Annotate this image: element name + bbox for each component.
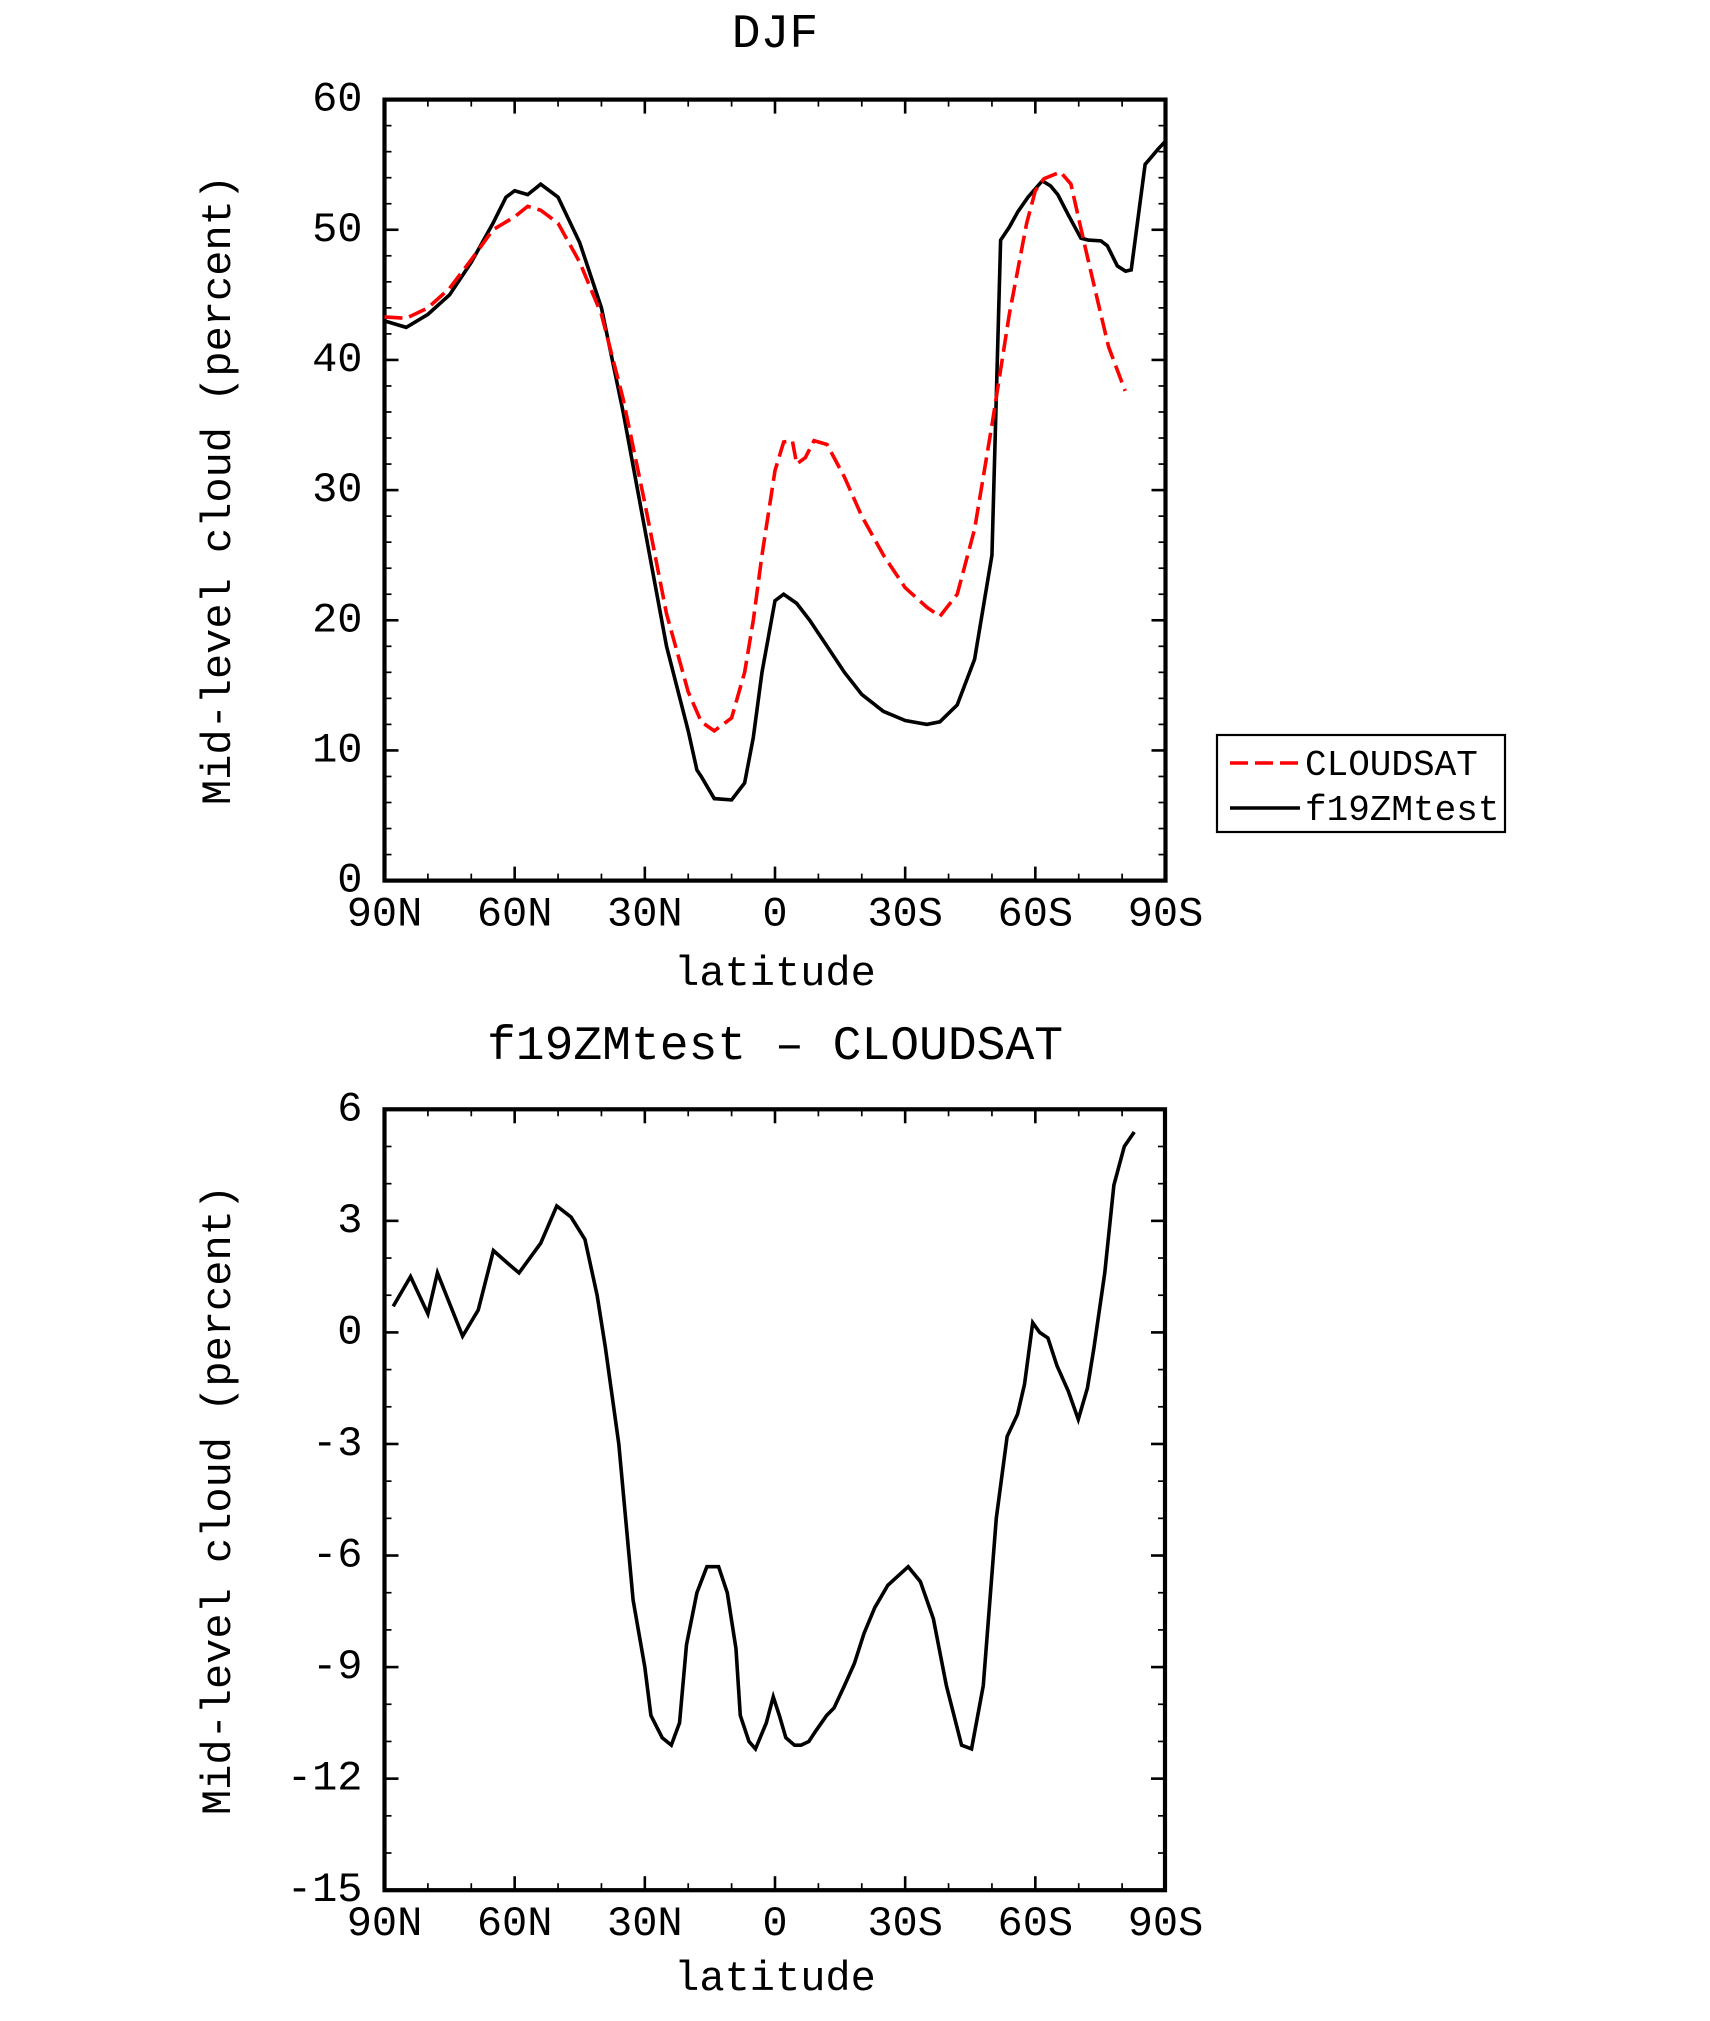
svg-text:-6: -6	[312, 1532, 362, 1580]
svg-text:90N: 90N	[347, 1900, 423, 1948]
svg-text:90S: 90S	[1128, 1900, 1204, 1948]
svg-text:50: 50	[312, 206, 362, 254]
svg-text:10: 10	[312, 726, 362, 774]
svg-text:0: 0	[337, 1308, 362, 1356]
svg-text:-3: -3	[312, 1420, 362, 1468]
svg-text:20: 20	[312, 596, 362, 644]
svg-text:f19ZMtest – CLOUDSAT: f19ZMtest – CLOUDSAT	[487, 1020, 1063, 1074]
svg-text:0: 0	[762, 1900, 787, 1948]
svg-text:30: 30	[312, 466, 362, 514]
svg-text:60: 60	[312, 76, 362, 124]
svg-text:60S: 60S	[998, 891, 1074, 939]
svg-text:latitude: latitude	[674, 950, 876, 998]
svg-text:30N: 30N	[607, 891, 683, 939]
svg-text:6: 6	[337, 1085, 362, 1133]
svg-text:90S: 90S	[1128, 891, 1204, 939]
svg-text:-12: -12	[287, 1755, 363, 1803]
svg-text:latitude: latitude	[674, 1955, 876, 2003]
svg-text:60S: 60S	[998, 1900, 1074, 1948]
svg-text:-9: -9	[312, 1643, 362, 1691]
svg-text:Mid-level cloud (percent): Mid-level cloud (percent)	[195, 175, 243, 805]
svg-text:60N: 60N	[477, 891, 553, 939]
svg-text:90N: 90N	[347, 891, 423, 939]
svg-text:3: 3	[337, 1197, 362, 1245]
svg-text:0: 0	[762, 891, 787, 939]
svg-text:DJF: DJF	[732, 8, 818, 62]
svg-text:40: 40	[312, 336, 362, 384]
svg-text:60N: 60N	[477, 1900, 553, 1948]
svg-text:CLOUDSAT: CLOUDSAT	[1305, 745, 1478, 786]
svg-text:30S: 30S	[867, 1900, 943, 1948]
svg-text:30N: 30N	[607, 1900, 683, 1948]
svg-text:Mid-level cloud (percent): Mid-level cloud (percent)	[195, 1185, 243, 1815]
svg-text:30S: 30S	[867, 891, 943, 939]
svg-text:f19ZMtest: f19ZMtest	[1305, 790, 1499, 831]
